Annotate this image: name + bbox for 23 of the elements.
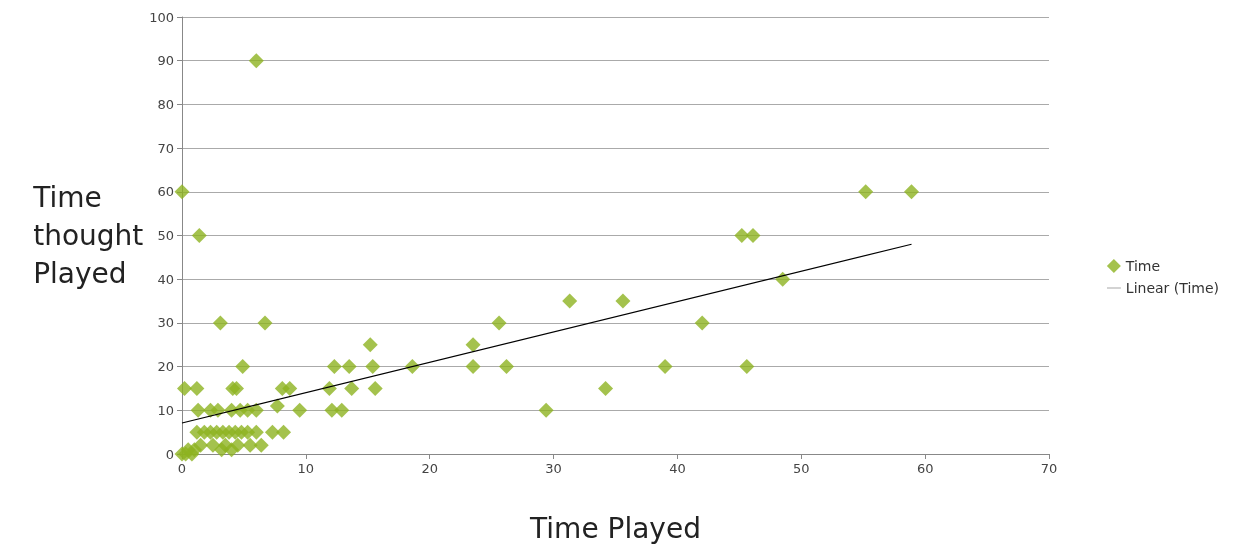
y-tick-label: 40 <box>157 271 174 287</box>
x-tick-label: 40 <box>669 461 686 476</box>
y-tick-label: 60 <box>157 184 174 200</box>
x-tick-label: 70 <box>1040 461 1058 476</box>
x-tick-label: 60 <box>916 461 934 476</box>
y-axis-title: Time thought Played <box>32 181 144 290</box>
y-tick-label: 0 <box>165 446 174 462</box>
legend-label: Linear (Time) <box>1125 280 1220 296</box>
y-tick-label: 80 <box>157 96 174 112</box>
y-tick-label: 90 <box>157 53 174 69</box>
y-tick-label: 10 <box>157 402 174 418</box>
y-tick-label: 50 <box>157 228 174 243</box>
y-tick-label: 70 <box>157 140 174 156</box>
y-tick-label: 20 <box>157 359 174 375</box>
y-tick-label: 30 <box>157 315 174 331</box>
x-tick-label: 50 <box>793 461 810 476</box>
legend-label: Time <box>1124 258 1161 274</box>
x-tick-label: 30 <box>545 461 562 476</box>
y-tick-label: 100 <box>149 9 174 25</box>
x-tick-label: 20 <box>421 461 438 476</box>
x-tick-label: 0 <box>177 461 187 476</box>
x-tick-label: 10 <box>297 461 315 476</box>
x-axis-title: Time Played <box>529 511 701 545</box>
